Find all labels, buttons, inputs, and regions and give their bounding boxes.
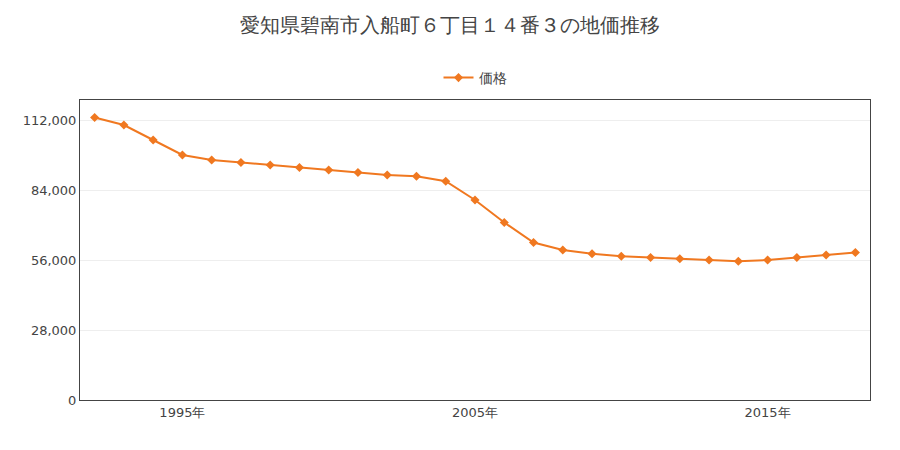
svg-text:28,000: 28,000: [31, 323, 77, 338]
svg-text:56,000: 56,000: [31, 253, 77, 268]
svg-text:2005年: 2005年: [452, 405, 498, 420]
svg-text:愛知県碧南市入船町６丁目１４番３の地価推移: 愛知県碧南市入船町６丁目１４番３の地価推移: [240, 13, 660, 37]
svg-text:84,000: 84,000: [31, 183, 77, 198]
svg-text:0: 0: [68, 393, 76, 408]
svg-text:2015年: 2015年: [745, 405, 791, 420]
svg-text:1995年: 1995年: [159, 405, 205, 420]
svg-text:112,000: 112,000: [23, 113, 77, 128]
svg-text:価格: 価格: [479, 70, 507, 86]
